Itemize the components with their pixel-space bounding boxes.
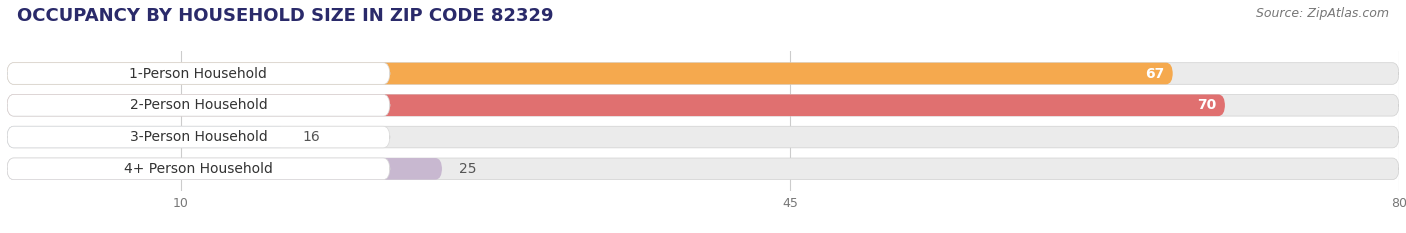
FancyBboxPatch shape — [7, 158, 389, 180]
Text: 4+ Person Household: 4+ Person Household — [124, 162, 273, 176]
Text: 67: 67 — [1144, 66, 1164, 80]
Text: Source: ZipAtlas.com: Source: ZipAtlas.com — [1256, 7, 1389, 20]
FancyBboxPatch shape — [7, 63, 1173, 84]
FancyBboxPatch shape — [7, 158, 441, 180]
FancyBboxPatch shape — [7, 94, 389, 116]
FancyBboxPatch shape — [7, 126, 389, 148]
Text: 1-Person Household: 1-Person Household — [129, 66, 267, 80]
FancyBboxPatch shape — [7, 158, 1399, 180]
FancyBboxPatch shape — [7, 63, 389, 84]
FancyBboxPatch shape — [7, 94, 1399, 116]
FancyBboxPatch shape — [7, 126, 1399, 148]
Text: 70: 70 — [1197, 98, 1216, 112]
Text: OCCUPANCY BY HOUSEHOLD SIZE IN ZIP CODE 82329: OCCUPANCY BY HOUSEHOLD SIZE IN ZIP CODE … — [17, 7, 554, 25]
Text: 25: 25 — [460, 162, 477, 176]
FancyBboxPatch shape — [7, 126, 285, 148]
Text: 3-Person Household: 3-Person Household — [129, 130, 267, 144]
Text: 16: 16 — [302, 130, 321, 144]
Text: 2-Person Household: 2-Person Household — [129, 98, 267, 112]
FancyBboxPatch shape — [7, 94, 1225, 116]
FancyBboxPatch shape — [7, 63, 1399, 84]
